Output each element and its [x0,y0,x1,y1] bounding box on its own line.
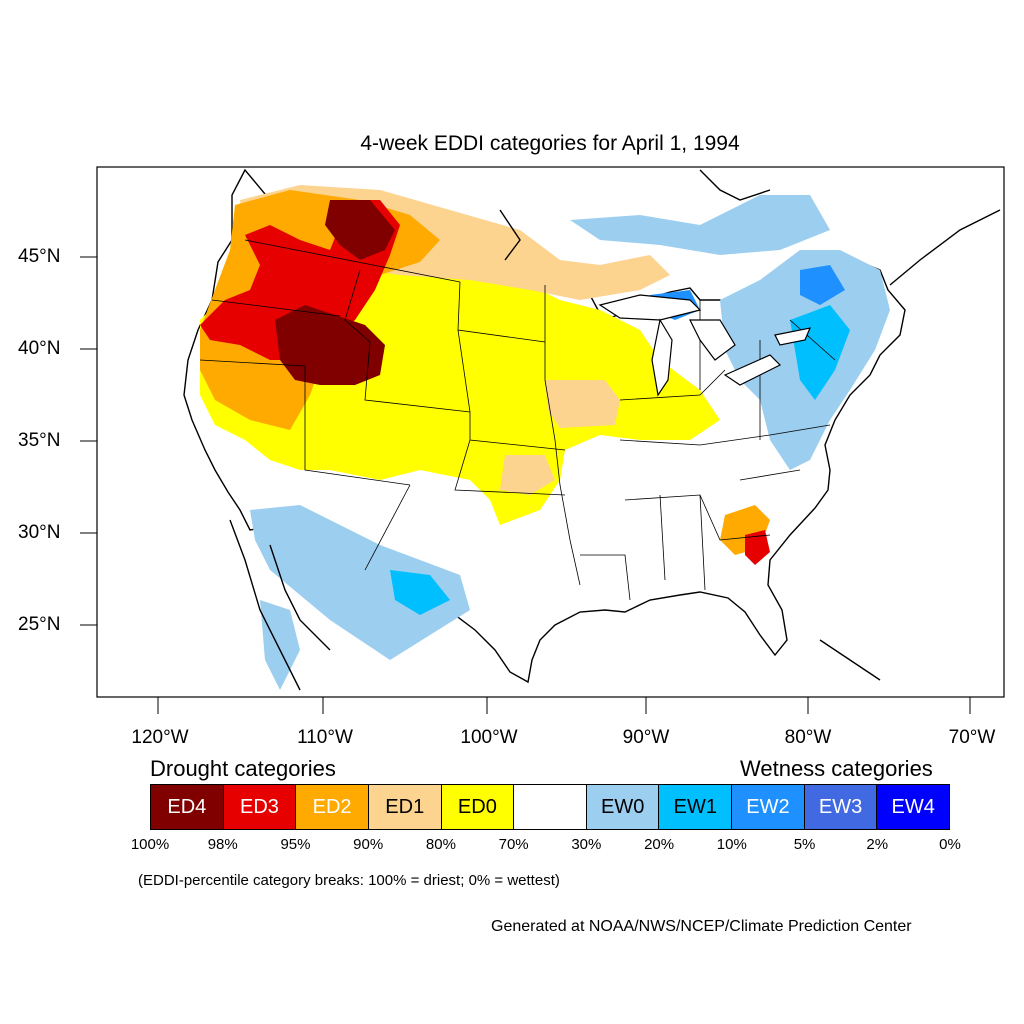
lat-ticks [80,256,97,626]
legend-swatch-ed2: ED2 [296,785,369,829]
break-label: 2% [866,836,889,853]
legend-swatch-ew0: EW0 [586,785,660,829]
lat-label: 40°N [18,338,61,359]
break-label: 90% [353,836,384,853]
lat-label: 30°N [18,522,61,543]
great-lakes [598,294,811,397]
break-label: 70% [498,836,529,853]
break-label: 95% [280,836,311,853]
category-legend: ED4 ED3 ED2 ED1 ED0 EW0 EW1 EW2 EW3 EW4 [150,784,950,830]
ed4-region [275,305,385,385]
coastlines [229,169,1001,691]
break-label: 10% [716,836,747,853]
break-label: 30% [571,836,602,853]
break-label: 98% [207,836,238,853]
legend-swatch-ew4: EW4 [877,785,950,829]
lon-label: 120°W [131,727,189,748]
lon-label: 90°W [622,727,670,748]
lat-label: 45°N [18,246,61,267]
credit-text: Generated at NOAA/NWS/NCEP/Climate Predi… [491,918,912,935]
ew0-mexico [260,600,300,690]
break-label: 100% [130,836,170,853]
legend-swatch-ed1: ED1 [368,785,442,829]
ew0-canada [570,195,830,255]
lat-label: 35°N [18,430,61,451]
legend-swatch-ed4: ED4 [151,785,224,829]
ed1-nm [500,455,555,495]
ed1-iowa [545,380,620,428]
wetness-heading: Wetness categories [740,756,933,781]
legend-swatch-ed0: ED0 [441,785,515,829]
lon-label: 70°W [948,727,996,748]
ew0-southwest [250,505,470,660]
break-label: 0% [939,836,961,853]
legend-swatch-ew3: EW3 [804,785,878,829]
category-note: (EDDI-percentile category breaks: 100% =… [138,872,560,889]
ew2-northeast [800,265,845,305]
break-label: 80% [425,836,456,853]
lon-label: 110°W [297,727,353,748]
legend-swatch-ew1: EW1 [659,785,733,829]
ed3-se [745,530,770,565]
drought-heading: Drought categories [150,756,336,781]
map-title: 4-week EDDI categories for April 1, 1994 [360,132,740,155]
ed4-north [325,200,395,260]
lon-label: 80°W [784,727,832,748]
lon-label: 100°W [460,727,518,748]
break-label: 5% [793,836,816,853]
legend-swatch-ed3: ED3 [223,785,297,829]
legend-swatch-ew2: EW2 [732,785,805,829]
ew1-texas [390,570,450,615]
legend-swatch-neutral [514,785,587,829]
break-label: 20% [644,836,675,853]
state-boundaries [199,239,836,601]
lat-label: 25°N [18,614,61,635]
lon-ticks [157,697,971,714]
